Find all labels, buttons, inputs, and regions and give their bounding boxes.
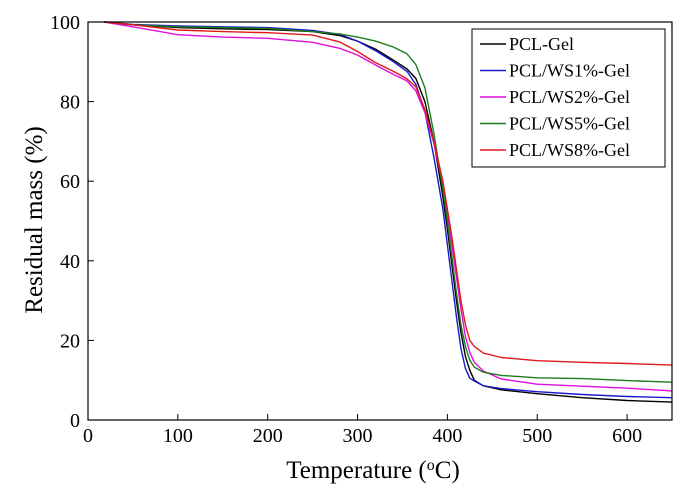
y-tick-label: 80: [60, 92, 80, 114]
series-layer: [104, 21, 673, 403]
legend-label-5: PCL/WS8%-Gel: [509, 140, 630, 160]
legend-label-3: PCL/WS2%-Gel: [509, 87, 630, 107]
plot-frame: [87, 21, 673, 421]
x-tick-label: 600: [612, 425, 642, 447]
legend: PCL-Gel PCL/WS1%-Gel PCL/WS2%-Gel PCL/WS5%-…: [471, 28, 666, 168]
x-axis-title-superscript: o: [427, 457, 435, 474]
series-line-2: [104, 21, 673, 399]
x-tick-label: 300: [343, 425, 373, 447]
y-tick-label: 100: [50, 12, 80, 34]
axes-layer: 0 100 200 300 400 500 600 0 20 40 60 80 100: [50, 12, 673, 447]
legend-label-1: PCL-Gel: [509, 34, 574, 54]
y-tick-label: 40: [60, 251, 80, 273]
y-tick-label: 0: [70, 410, 80, 432]
series-line-5: [104, 21, 673, 366]
x-tick-label: 200: [253, 425, 283, 447]
y-tick-label: 20: [60, 330, 80, 352]
x-axis-title: Temperature (oC): [286, 457, 460, 485]
legend-label-4: PCL/WS5%-Gel: [509, 114, 630, 134]
x-tick-label: 500: [522, 425, 552, 447]
legend-box: [471, 28, 666, 168]
y-tick-label: 60: [60, 171, 80, 193]
legend-label-2: PCL/WS1%-Gel: [509, 61, 630, 81]
x-axis-title-unit: C): [435, 457, 460, 484]
x-tick-label: 0: [83, 425, 93, 447]
x-tick-label: 400: [432, 425, 462, 447]
y-axis-title: Residual mass (%): [21, 126, 48, 313]
x-tick-label: 100: [163, 425, 193, 447]
x-axis-title-text: Temperature (: [286, 457, 427, 484]
